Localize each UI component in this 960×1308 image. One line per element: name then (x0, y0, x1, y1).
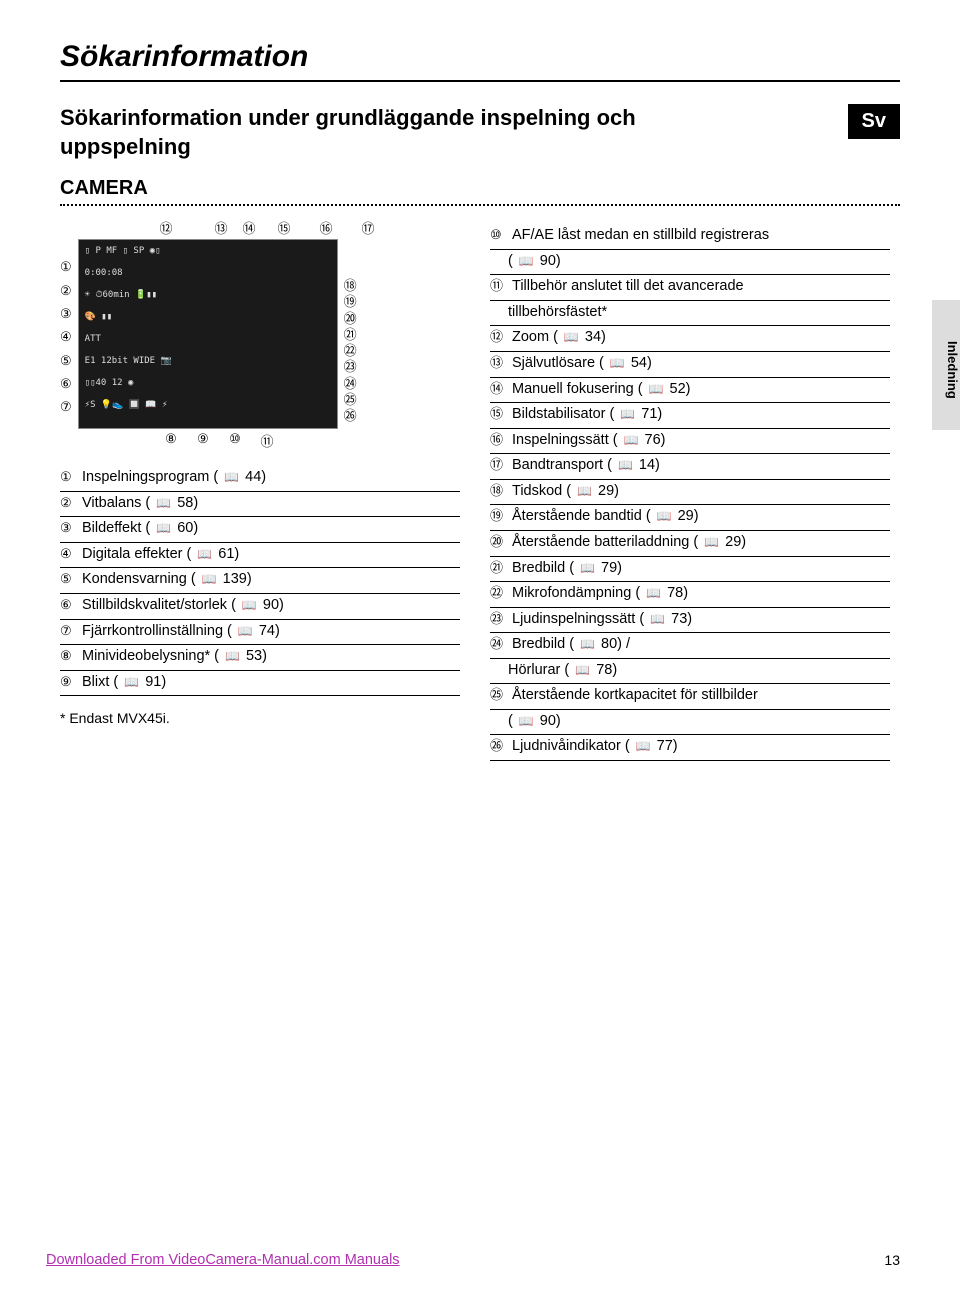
legend-item: ㉑Bredbild (📖 79) (490, 557, 890, 583)
legend-item: ㉓Ljudinspelningssätt (📖 73) (490, 608, 890, 634)
legend-item: ②Vitbalans (📖 58) (60, 492, 460, 518)
page-title: Sökarinformation (60, 40, 900, 74)
title-rule (60, 80, 900, 82)
legend-item: ⑲Återstående bandtid (📖 29) (490, 505, 890, 531)
legend-list-right: ⑩AF/AE låst medan en stillbild registrer… (490, 224, 890, 761)
left-callout-numbers: ①②③④⑤⑥⑦ (60, 239, 78, 429)
legend-item: Hörlurar (📖 78) (490, 659, 890, 685)
legend-item: ⑧Minivideobelysning* (📖 53) (60, 645, 460, 671)
legend-item: ①Inspelningsprogram (📖 44) (60, 466, 460, 492)
legend-list-left: ①Inspelningsprogram (📖 44)②Vitbalans (📖 … (60, 466, 460, 696)
legend-item: ⑭Manuell fokusering (📖 52) (490, 378, 890, 404)
legend-item: tillbehörsfästet* (490, 301, 890, 327)
legend-item: ⑦Fjärrkontrollinställning (📖 74) (60, 620, 460, 646)
camera-screen-diagram: ⑫⑬⑭⑮⑯⑰ ①②③④⑤⑥⑦ ▯ P MF ▯ SP ◉▯ 0:00:08☀ ⏱… (60, 218, 460, 450)
legend-item: ⑪Tillbehör anslutet till det avancerade (490, 275, 890, 301)
section-heading-row: Sökarinformation under grundläggande ins… (60, 104, 900, 161)
legend-item: ⑨Blixt (📖 91) (60, 671, 460, 697)
legend-item: ⑬Självutlösare (📖 54) (490, 352, 890, 378)
content-columns: ⑫⑬⑭⑮⑯⑰ ①②③④⑤⑥⑦ ▯ P MF ▯ SP ◉▯ 0:00:08☀ ⏱… (60, 218, 900, 761)
legend-item: ⑯Inspelningssätt (📖 76) (490, 429, 890, 455)
page-footer: Downloaded From VideoCamera-Manual.com M… (46, 1252, 900, 1268)
legend-item: ㉕Återstående kortkapacitet för stillbild… (490, 684, 890, 710)
legend-item: ⑱Tidskod (📖 29) (490, 480, 890, 506)
legend-item: ③Bildeffekt (📖 60) (60, 517, 460, 543)
diagram-middle-row: ①②③④⑤⑥⑦ ▯ P MF ▯ SP ◉▯ 0:00:08☀ ⏱60min 🔋… (60, 239, 460, 429)
manual-page: Sökarinformation Sökarinformation under … (0, 0, 960, 1280)
legend-item: (📖 90) (490, 250, 890, 276)
legend-item: ⑤Kondensvarning (📖 139) (60, 568, 460, 594)
left-column: ⑫⑬⑭⑮⑯⑰ ①②③④⑤⑥⑦ ▯ P MF ▯ SP ◉▯ 0:00:08☀ ⏱… (60, 218, 460, 761)
top-callout-numbers: ⑫⑬⑭⑮⑯⑰ (60, 218, 460, 237)
right-column: ⑩AF/AE låst medan en stillbild registrer… (490, 218, 890, 761)
section-title: Sökarinformation under grundläggande ins… (60, 104, 760, 161)
legend-item: ⑫Zoom (📖 34) (490, 326, 890, 352)
legend-item: ⑩AF/AE låst medan en stillbild registrer… (490, 224, 890, 250)
legend-item: ⑮Bildstabilisator (📖 71) (490, 403, 890, 429)
page-number: 13 (884, 1252, 900, 1268)
legend-item: ⑰Bandtransport (📖 14) (490, 454, 890, 480)
legend-item: ④Digitala effekter (📖 61) (60, 543, 460, 569)
legend-item: ⑥Stillbildskvalitet/storlek (📖 90) (60, 594, 460, 620)
legend-item: (📖 90) (490, 710, 890, 736)
side-tab: Inledning (932, 300, 960, 430)
dotted-rule (60, 204, 900, 206)
bottom-callout-numbers: ⑧⑨⑩⑪ (60, 431, 460, 450)
legend-item: ㉖Ljudnivåindikator (📖 77) (490, 735, 890, 761)
camera-label: CAMERA (60, 177, 900, 200)
footer-source-link[interactable]: Downloaded From VideoCamera-Manual.com M… (46, 1252, 400, 1268)
footnote: * Endast MVX45i. (60, 710, 460, 726)
language-badge: Sv (848, 104, 900, 139)
legend-item: ㉔Bredbild (📖 80) / (490, 633, 890, 659)
legend-item: ⑳Återstående batteriladdning (📖 29) (490, 531, 890, 557)
right-callout-numbers: ⑱⑲⑳㉑㉒㉓㉔㉕㉖ (338, 239, 357, 429)
camera-lcd-screenshot: ▯ P MF ▯ SP ◉▯ 0:00:08☀ ⏱60min 🔋▮▮🎨 ▮▮ A… (78, 239, 338, 429)
legend-item: ㉒Mikrofondämpning (📖 78) (490, 582, 890, 608)
